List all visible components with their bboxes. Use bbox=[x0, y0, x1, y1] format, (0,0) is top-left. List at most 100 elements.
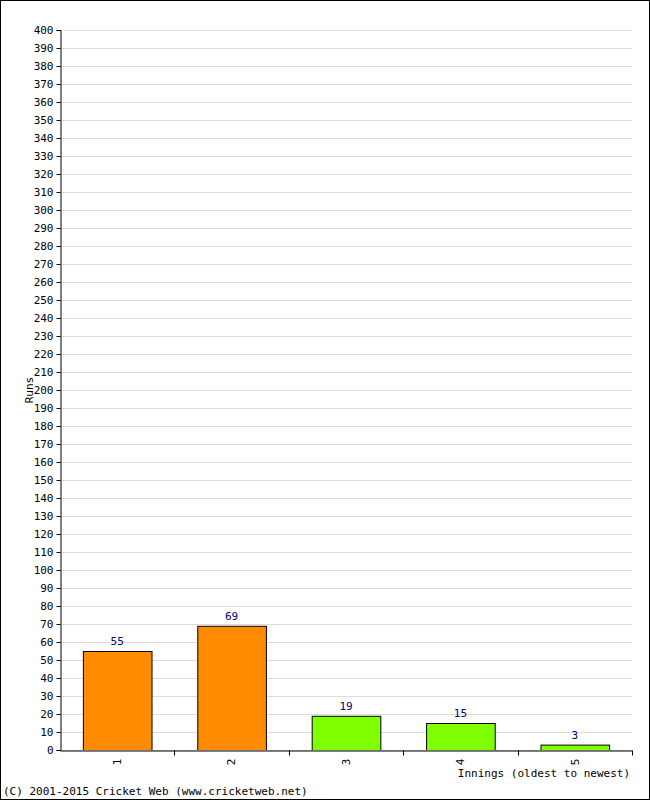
y-tick-mark bbox=[57, 210, 61, 211]
y-tick-mark bbox=[57, 174, 61, 175]
grid-line bbox=[60, 264, 632, 265]
grid-line bbox=[60, 552, 632, 553]
y-tick-label: 230 bbox=[34, 330, 54, 343]
y-tick: 350 bbox=[34, 114, 61, 127]
y-tick-label: 90 bbox=[40, 582, 53, 595]
grid-line bbox=[60, 120, 632, 121]
y-tick-label: 160 bbox=[34, 456, 54, 469]
y-axis-title: Runs bbox=[23, 377, 36, 404]
y-tick-mark bbox=[57, 444, 61, 445]
grid-line bbox=[60, 426, 632, 427]
bars bbox=[83, 626, 609, 750]
y-tick-mark bbox=[57, 588, 61, 589]
y-tick: 30 bbox=[40, 690, 60, 703]
grid bbox=[60, 31, 632, 751]
y-tick-label: 110 bbox=[34, 546, 54, 559]
y-tick-label: 330 bbox=[34, 150, 54, 163]
annotation: (C) 2001-2015 Cricket Web (www.cricketwe… bbox=[3, 785, 308, 798]
y-tick: 300 bbox=[34, 204, 61, 217]
grid-line bbox=[60, 480, 632, 481]
y-tick-label: 320 bbox=[34, 168, 54, 181]
y-tick-label: 340 bbox=[34, 132, 54, 145]
y-tick: 230 bbox=[34, 330, 61, 343]
band-separator bbox=[174, 751, 175, 756]
x-tick-label: 1 bbox=[111, 759, 124, 766]
y-tick-mark bbox=[57, 354, 61, 355]
grid-line bbox=[60, 336, 632, 337]
y-tick-mark bbox=[57, 336, 61, 337]
grid-line bbox=[60, 66, 632, 67]
y-tick-mark bbox=[57, 246, 61, 247]
data-labels: 556919153 bbox=[111, 610, 579, 742]
y-tick: 240 bbox=[34, 312, 61, 325]
y-tick-mark bbox=[57, 282, 61, 283]
grid-line bbox=[60, 588, 632, 589]
y-tick: 330 bbox=[34, 150, 61, 163]
frame bbox=[1, 1, 650, 800]
y-axis: 0102030405060708090100110120130140150160… bbox=[34, 24, 61, 757]
band-separator bbox=[403, 751, 404, 756]
y-tick-label: 20 bbox=[40, 708, 53, 721]
x-axis: 12345 bbox=[61, 751, 633, 766]
x-tick-label: 4 bbox=[454, 758, 467, 765]
y-tick-mark bbox=[57, 102, 61, 103]
y-tick-mark bbox=[57, 462, 61, 463]
y-tick: 160 bbox=[34, 456, 61, 469]
data-label: 55 bbox=[111, 635, 124, 648]
y-tick-mark bbox=[57, 372, 61, 373]
y-tick-label: 100 bbox=[34, 564, 54, 577]
y-tick: 150 bbox=[34, 474, 61, 487]
band-separator bbox=[632, 751, 633, 756]
y-tick-mark bbox=[57, 264, 61, 265]
y-tick-mark bbox=[57, 624, 61, 625]
y-tick: 10 bbox=[40, 726, 60, 739]
y-tick: 280 bbox=[34, 240, 61, 253]
y-tick: 70 bbox=[40, 618, 60, 631]
y-tick: 130 bbox=[34, 510, 61, 523]
y-tick-label: 210 bbox=[34, 366, 54, 379]
y-tick: 400 bbox=[34, 24, 61, 37]
band-separators bbox=[175, 751, 633, 756]
y-tick-label: 200 bbox=[34, 384, 54, 397]
y-tick-label: 240 bbox=[34, 312, 54, 325]
data-label: 69 bbox=[225, 610, 238, 623]
y-tick: 60 bbox=[40, 636, 60, 649]
grid-line bbox=[60, 282, 632, 283]
y-tick-mark bbox=[57, 192, 61, 193]
grid-line bbox=[60, 138, 632, 139]
y-tick: 0 bbox=[47, 744, 61, 757]
y-tick-label: 310 bbox=[34, 186, 54, 199]
grid-line bbox=[60, 354, 632, 355]
y-tick-mark bbox=[57, 480, 61, 481]
y-tick: 20 bbox=[40, 708, 60, 721]
grid-line bbox=[60, 624, 632, 625]
y-tick: 180 bbox=[34, 420, 61, 433]
y-tick-label: 140 bbox=[34, 492, 54, 505]
y-tick-label: 270 bbox=[34, 258, 54, 271]
data-label: 3 bbox=[571, 729, 578, 742]
y-tick-label: 360 bbox=[34, 96, 54, 109]
y-tick: 100 bbox=[34, 564, 61, 577]
y-tick-label: 170 bbox=[34, 438, 54, 451]
grid-line bbox=[60, 48, 632, 49]
x-axis-line bbox=[61, 751, 633, 752]
bar bbox=[312, 716, 381, 750]
y-tick-label: 260 bbox=[34, 276, 54, 289]
y-tick-mark bbox=[57, 48, 61, 49]
x-tick-label: 5 bbox=[569, 759, 582, 766]
y-tick: 170 bbox=[34, 438, 61, 451]
y-tick: 250 bbox=[34, 294, 61, 307]
y-tick-label: 370 bbox=[34, 78, 54, 91]
grid-line bbox=[60, 156, 632, 157]
y-tick: 360 bbox=[34, 96, 61, 109]
y-tick-label: 290 bbox=[34, 222, 54, 235]
y-tick-label: 250 bbox=[34, 294, 54, 307]
x-tick: 3 bbox=[340, 751, 353, 766]
y-tick-label: 180 bbox=[34, 420, 54, 433]
grid-line bbox=[60, 408, 632, 409]
y-tick: 290 bbox=[34, 222, 61, 235]
y-tick: 120 bbox=[34, 528, 61, 541]
grid-line bbox=[60, 606, 632, 607]
y-tick-label: 380 bbox=[34, 60, 54, 73]
grid-line bbox=[60, 390, 632, 391]
